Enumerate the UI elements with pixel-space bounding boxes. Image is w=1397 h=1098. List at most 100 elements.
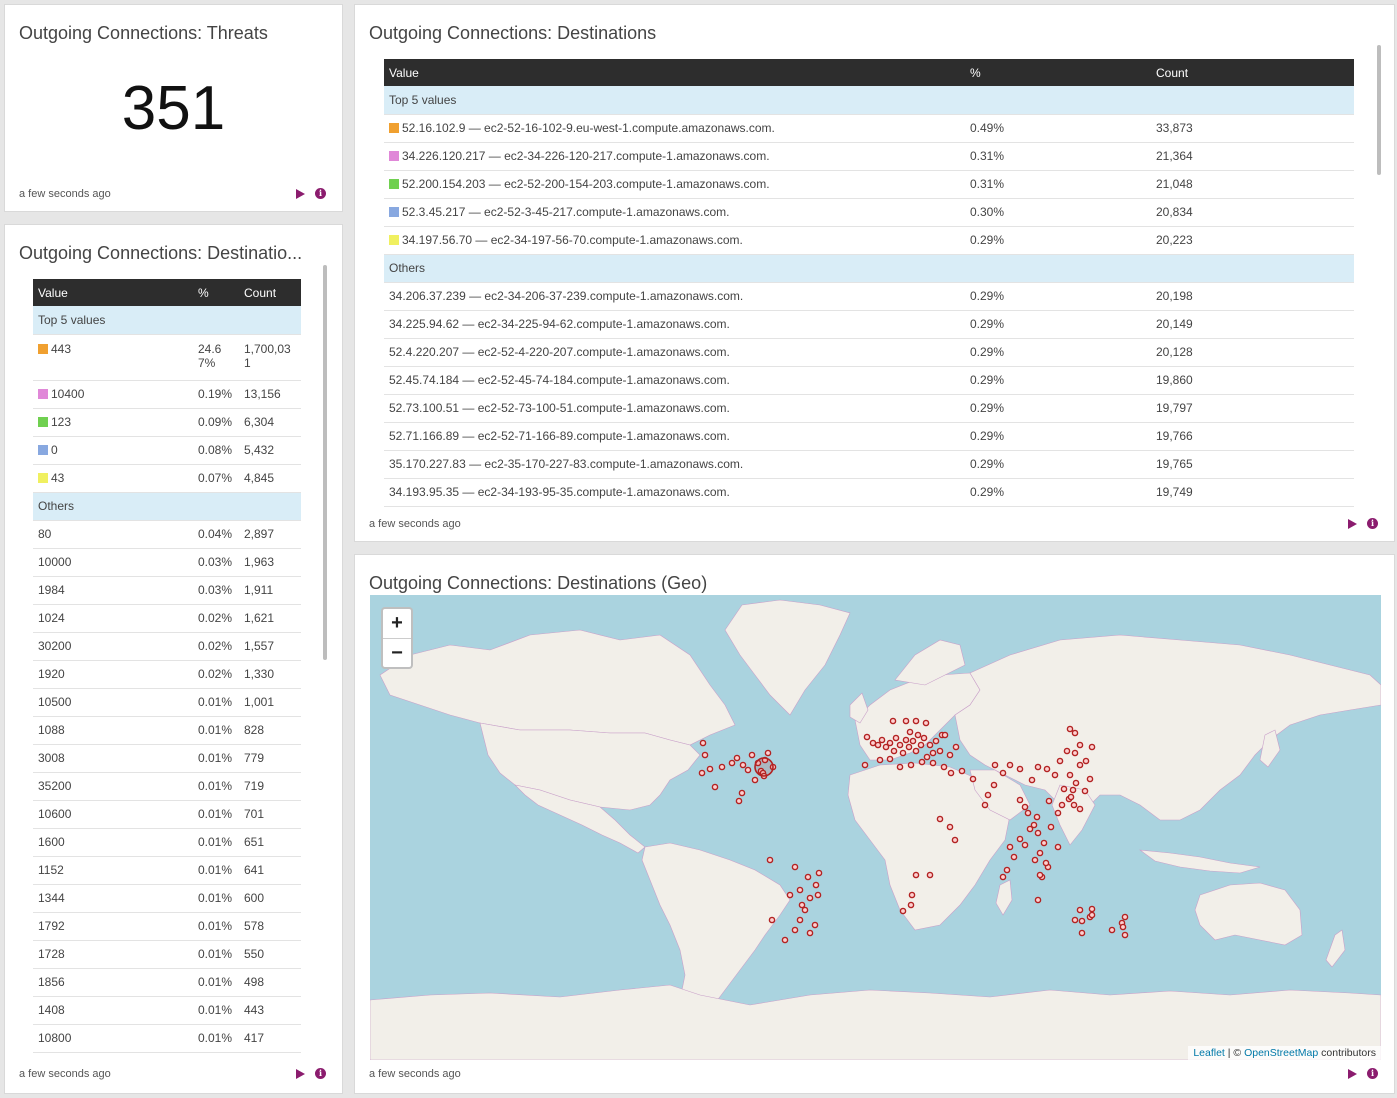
play-icon[interactable] [296, 188, 305, 199]
map-marker[interactable] [1030, 821, 1038, 829]
map-marker[interactable] [733, 754, 741, 762]
map-marker[interactable] [886, 739, 894, 747]
map-marker[interactable] [896, 741, 904, 749]
map-marker[interactable] [1121, 931, 1129, 939]
info-icon[interactable]: i [315, 1068, 326, 1079]
map-marker-cluster[interactable] [754, 757, 774, 777]
map-marker[interactable] [1003, 866, 1011, 874]
map-marker[interactable] [1063, 747, 1071, 755]
map-marker[interactable] [892, 734, 900, 742]
world-map[interactable]: + − [370, 595, 1381, 1060]
table-row[interactable]: 123 0.09% 6,304 [33, 408, 301, 437]
table-row[interactable]: 34.193.95.35 — ec2-34-193-95-35.compute-… [384, 478, 1354, 507]
map-marker[interactable] [764, 749, 772, 757]
table-row[interactable]: 1408 0.01% 443 [33, 996, 301, 1025]
table-row[interactable]: 1728 0.01% 550 [33, 940, 301, 969]
map-marker[interactable] [786, 891, 794, 899]
map-marker[interactable] [1088, 911, 1096, 919]
map-marker[interactable] [1076, 761, 1084, 769]
map-marker[interactable] [735, 797, 743, 805]
map-marker[interactable] [876, 756, 884, 764]
map-marker[interactable] [804, 873, 812, 881]
table-row[interactable]: 1024 0.02% 1,621 [33, 604, 301, 633]
map-marker[interactable] [1042, 859, 1050, 867]
map-marker[interactable] [1054, 809, 1062, 817]
map-marker[interactable] [1036, 871, 1044, 879]
map-marker[interactable] [861, 761, 869, 769]
map-marker[interactable] [991, 761, 999, 769]
map-marker[interactable] [1036, 849, 1044, 857]
table-row[interactable]: 10000 0.03% 1,963 [33, 548, 301, 577]
map-marker[interactable] [739, 761, 747, 769]
table-row[interactable]: 52.71.166.89 — ec2-52-71-166-89.compute-… [384, 422, 1354, 451]
map-marker[interactable] [1072, 779, 1080, 787]
map-marker[interactable] [917, 741, 925, 749]
table-row[interactable]: 1152 0.01% 641 [33, 856, 301, 885]
table-row[interactable]: 34.197.56.70 — ec2-34-197-56-70.compute-… [384, 226, 1354, 255]
column-header-count[interactable]: Count [239, 279, 301, 306]
map-marker[interactable] [1069, 786, 1077, 794]
map-marker[interactable] [941, 731, 949, 739]
map-marker[interactable] [990, 781, 998, 789]
table-row[interactable]: 443 24.6 7% 1,700,03 1 [33, 334, 301, 381]
map-marker[interactable] [766, 856, 774, 864]
table-row[interactable]: 0 0.08% 5,432 [33, 436, 301, 465]
table-row[interactable]: 52.3.45.217 — ec2-52-3-45-217.compute-1.… [384, 198, 1354, 227]
map-marker[interactable] [905, 743, 913, 751]
map-marker[interactable] [1082, 757, 1090, 765]
map-marker[interactable] [1121, 913, 1129, 921]
map-marker[interactable] [952, 743, 960, 751]
map-marker[interactable] [751, 776, 759, 784]
map-marker[interactable] [912, 747, 920, 755]
map-marker[interactable] [806, 894, 814, 902]
map-marker[interactable] [1088, 743, 1096, 751]
map-marker[interactable] [1076, 741, 1084, 749]
map-marker[interactable] [1071, 729, 1079, 737]
table-row[interactable]: 10800 0.01% 417 [33, 1024, 301, 1053]
map-marker[interactable] [940, 763, 948, 771]
map-marker[interactable] [889, 717, 897, 725]
play-icon[interactable] [1348, 1068, 1357, 1079]
map-marker[interactable] [1010, 853, 1018, 861]
map-marker[interactable] [1081, 787, 1089, 795]
map-marker[interactable] [815, 869, 823, 877]
map-marker[interactable] [811, 921, 819, 929]
map-marker[interactable] [1033, 813, 1041, 821]
table-row[interactable]: 52.200.154.203 — ec2-52-200-154-203.comp… [384, 170, 1354, 199]
map-marker[interactable] [1006, 761, 1014, 769]
map-marker[interactable] [946, 823, 954, 831]
play-icon[interactable] [1348, 518, 1357, 529]
map-marker[interactable] [1051, 771, 1059, 779]
map-marker[interactable] [1058, 801, 1066, 809]
leaflet-link[interactable]: Leaflet [1193, 1047, 1225, 1059]
map-marker[interactable] [981, 801, 989, 809]
map-marker[interactable] [1067, 793, 1075, 801]
map-marker[interactable] [701, 751, 709, 759]
map-marker[interactable] [1066, 725, 1074, 733]
scrollbar[interactable] [323, 265, 327, 660]
map-marker[interactable] [1026, 825, 1034, 833]
map-marker[interactable] [908, 891, 916, 899]
column-header-count[interactable]: Count [1151, 59, 1354, 86]
map-marker[interactable] [801, 906, 809, 914]
table-row[interactable]: 10500 0.01% 1,001 [33, 688, 301, 717]
map-marker[interactable] [791, 926, 799, 934]
map-marker[interactable] [1088, 905, 1096, 913]
map-marker[interactable] [929, 759, 937, 767]
map-marker[interactable] [984, 791, 992, 799]
map-marker[interactable] [1028, 776, 1036, 784]
map-marker[interactable] [936, 815, 944, 823]
map-marker[interactable] [1070, 801, 1078, 809]
table-row[interactable]: 30200 0.02% 1,557 [33, 632, 301, 661]
map-marker[interactable] [958, 767, 966, 775]
map-marker[interactable] [791, 863, 799, 871]
map-marker[interactable] [748, 751, 756, 759]
map-marker[interactable] [706, 765, 714, 773]
table-row[interactable]: 3008 0.01% 779 [33, 744, 301, 773]
map-marker[interactable] [1016, 796, 1024, 804]
map-marker[interactable] [1021, 841, 1029, 849]
map-marker[interactable] [912, 717, 920, 725]
map-marker[interactable] [1071, 749, 1079, 757]
column-header-value[interactable]: Value [384, 59, 965, 86]
map-marker[interactable] [899, 907, 907, 915]
